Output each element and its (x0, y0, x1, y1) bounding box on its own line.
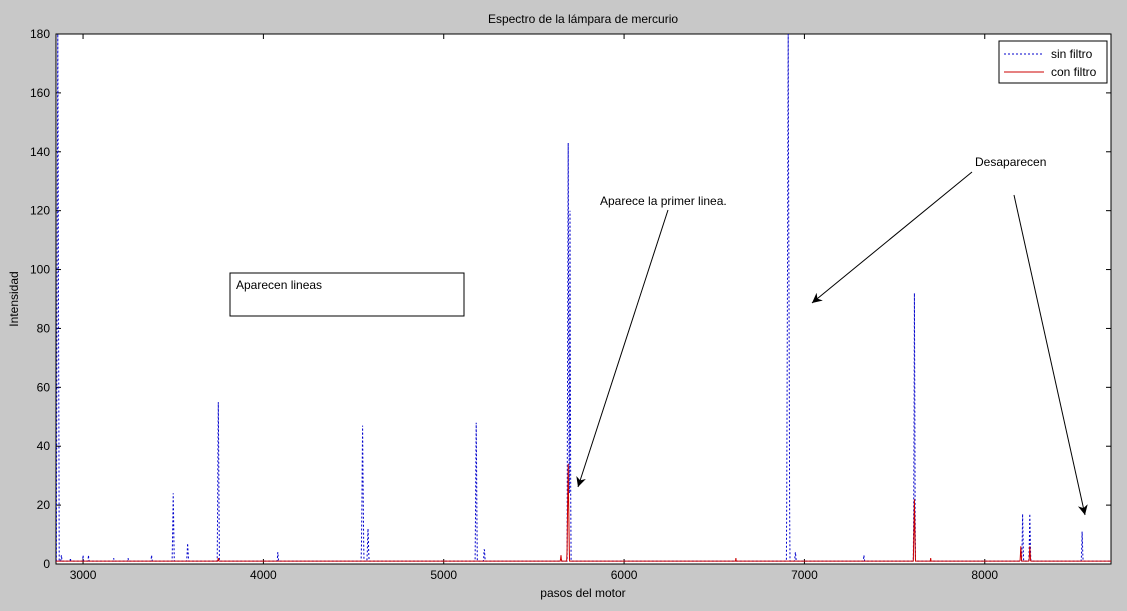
y-tick-label: 60 (37, 380, 51, 394)
legend-label-sin-filtro: sin filtro (1051, 47, 1093, 61)
x-tick-label: 8000 (971, 568, 998, 582)
x-tick-label: 4000 (250, 568, 277, 582)
y-tick-label: 0 (43, 557, 50, 571)
y-tick-label: 40 (37, 439, 51, 453)
y-tick-label: 20 (37, 498, 51, 512)
y-tick-label: 100 (30, 263, 50, 277)
y-tick-label: 180 (30, 27, 50, 41)
x-axis-label: pasos del motor (540, 586, 625, 600)
x-tick-label: 3000 (70, 568, 97, 582)
annotation-arrow-3 (1013, 194, 1088, 516)
y-tick-label: 80 (37, 321, 51, 335)
legend: sin filtro con filtro (998, 40, 1108, 84)
y-tick-label: 120 (30, 204, 50, 218)
x-axis: 3000 4000 5000 6000 7000 8000 (70, 34, 998, 582)
chart-title: Espectro de la lámpara de mercurio (488, 12, 678, 26)
y-axis-label: Intensidad (7, 271, 21, 326)
x-tick-label: 5000 (430, 568, 457, 582)
series-line-con-filtro (56, 463, 1111, 562)
annotation-arrow-1 (576, 209, 669, 488)
annotation-aparece-primer-linea: Aparece la primer linea. (600, 194, 727, 208)
legend-box (998, 40, 1108, 84)
y-tick-label: 140 (30, 145, 50, 159)
legend-label-con-filtro: con filtro (1051, 65, 1097, 79)
plot-area (55, 33, 1112, 565)
y-tick-label: 160 (30, 86, 50, 100)
series-layer (56, 34, 1111, 562)
y-axis: 0 20 40 60 80 100 120 140 160 180 (30, 27, 1111, 571)
x-tick-label: 7000 (791, 568, 818, 582)
annotation-desaparecen: Desaparecen (975, 155, 1046, 169)
annotation-box (229, 272, 465, 317)
annotation-aparecen-lineas: Aparecen lineas (236, 278, 322, 292)
x-tick-label: 6000 (611, 568, 638, 582)
annotation-arrow-2 (811, 171, 973, 304)
